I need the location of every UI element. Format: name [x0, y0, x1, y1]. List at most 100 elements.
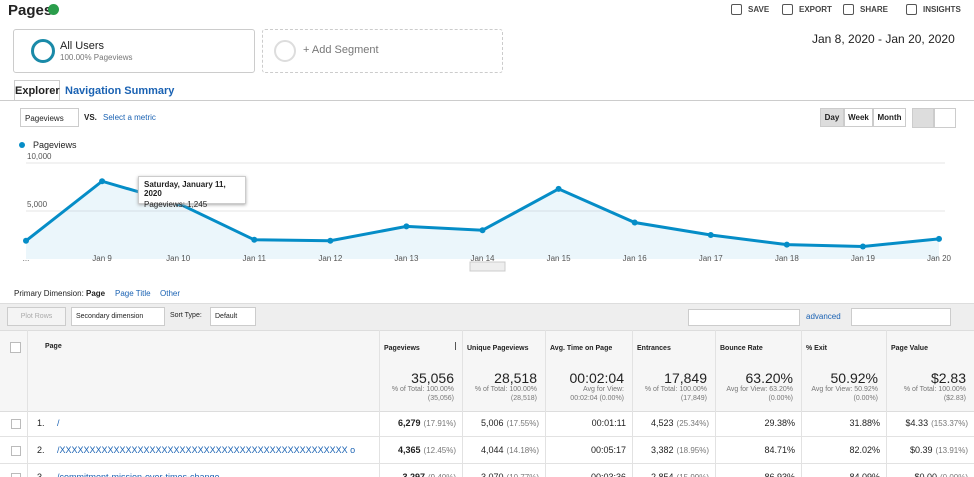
action-button[interactable]: SAVE	[748, 5, 770, 14]
row-cell: 00:01:11	[545, 418, 626, 428]
dimension-option[interactable]: Other	[160, 289, 181, 298]
secondary-label: Secondary dimension	[76, 313, 144, 320]
cell-share: (13.91%)	[935, 446, 968, 455]
row-cell: 6,279 (17.91%)	[379, 418, 456, 428]
cell-share: (18.95%)	[676, 446, 709, 455]
row-page[interactable]: /commitment-mission-over-times-change	[57, 472, 220, 477]
cell-share: (153.37%)	[931, 419, 968, 428]
action-button[interactable]: INSIGHTS	[923, 5, 961, 14]
column-header[interactable]: Page	[45, 343, 62, 350]
cell-share: (15.99%)	[677, 473, 709, 477]
cell-value: 29.38%	[764, 418, 795, 428]
row-cell: 84.71%	[715, 445, 795, 455]
point	[99, 178, 106, 185]
checkbox[interactable]	[10, 342, 21, 353]
cell-share: (25.34%)	[676, 419, 709, 428]
total-sub: 00:02:04 (0.00%)	[570, 395, 624, 402]
motion-chart-toggle[interactable]	[934, 108, 956, 128]
total-value: 50.92%	[830, 370, 878, 386]
segment-name: All Users	[60, 40, 105, 52]
sort-select[interactable]: Default	[210, 307, 256, 326]
action-icon	[843, 4, 854, 15]
period-button[interactable]: Month	[873, 108, 906, 127]
tooltip: Saturday, January 11, 2020 Pageviews: 1,…	[138, 176, 246, 209]
add-segment[interactable]: + Add Segment	[262, 29, 503, 73]
column-header[interactable]: Pageviews	[384, 345, 420, 352]
plot-rows[interactable]: Plot Rows	[7, 307, 66, 326]
cell-value: 84.71%	[764, 445, 795, 455]
area	[26, 181, 939, 259]
add-segment-label: + Add Segment	[303, 44, 379, 56]
row-cell: 86.93%	[715, 472, 795, 477]
cell-value: 4,044	[481, 445, 504, 455]
sort-arrow	[455, 342, 456, 350]
row-page[interactable]: /XXXXXXXXXXXXXXXXXXXXXXXXXXXXXXXXXXXXXXX…	[57, 445, 356, 455]
x-tick-label: Jan 12	[318, 254, 343, 263]
cell-value: 5,006	[481, 418, 504, 428]
segment-detail: 100.00% Pageviews	[60, 53, 133, 62]
checkbox[interactable]	[11, 446, 21, 456]
total-sub: % of Total: 100.00%	[903, 386, 966, 393]
cell-value: 3,297	[402, 472, 425, 477]
total-sub: (0.00%)	[853, 395, 878, 402]
tab[interactable]: Navigation Summary	[65, 85, 175, 97]
total-value: 00:02:04	[569, 370, 625, 386]
total-value: 35,056	[411, 370, 454, 386]
secondary-dimension[interactable]: Secondary dimension	[71, 307, 165, 326]
row-cell: 00:03:36	[545, 472, 626, 477]
column-header[interactable]: Unique Pageviews	[467, 345, 529, 352]
column-border	[27, 330, 28, 477]
segment-card[interactable]: All Users 100.00% Pageviews	[13, 29, 255, 73]
row-border	[0, 436, 974, 437]
dimension-active[interactable]: Page	[86, 289, 106, 298]
action-icon	[906, 4, 917, 15]
checkbox[interactable]	[11, 473, 21, 477]
row-page[interactable]: /	[57, 418, 60, 428]
period-button[interactable]: Day	[820, 108, 844, 127]
tab-active[interactable]: Explorer	[14, 80, 60, 101]
line-chart-toggle[interactable]	[912, 108, 934, 128]
cell-value: $0.39	[910, 445, 933, 455]
date-range[interactable]: Jan 8, 2020 - Jan 20, 2020	[812, 32, 955, 46]
action-icon	[782, 4, 793, 15]
checkbox[interactable]	[11, 419, 21, 429]
cell-value: 4,523	[651, 418, 674, 428]
search-box[interactable]	[688, 309, 800, 326]
column-header[interactable]: Avg. Time on Page	[550, 345, 613, 352]
x-tick-label: Jan 18	[775, 254, 800, 263]
column-header[interactable]: Bounce Rate	[720, 345, 763, 352]
select-metric[interactable]: Select a metric	[103, 113, 156, 122]
row-index: 1.	[37, 418, 45, 428]
row-cell: 2,854(15.99%)	[632, 472, 709, 477]
column-header[interactable]: Page Value	[891, 345, 928, 352]
view-toggles[interactable]	[851, 308, 951, 326]
cell-value: 6,279	[398, 418, 421, 428]
point	[859, 243, 866, 250]
action-button[interactable]: SHARE	[860, 5, 889, 14]
row-cell: 82.02%	[801, 445, 880, 455]
sort-label: Sort Type:	[170, 312, 202, 319]
advanced-link[interactable]: advanced	[806, 312, 841, 321]
x-tick-label: Jan 9	[92, 254, 112, 263]
dimension-option[interactable]: Page Title	[115, 289, 151, 298]
action-button[interactable]: EXPORT	[799, 5, 832, 14]
cell-value: 2,854	[651, 472, 674, 477]
tooltip-title: Saturday, January 11, 2020	[144, 180, 226, 198]
period-button[interactable]: Week	[844, 108, 873, 127]
cell-value: 3,070	[481, 472, 504, 477]
x-tick-label: Jan 13	[394, 254, 419, 263]
cell-value: 82.02%	[849, 445, 880, 455]
cell-value: $0.00	[914, 472, 937, 477]
metric-select[interactable]: Pageviews	[20, 108, 79, 127]
chart-handle	[469, 261, 506, 272]
column-header[interactable]: Entrances	[637, 345, 671, 352]
row-cell: 5,006 (17.55%)	[462, 418, 539, 428]
metric-label: Pageviews	[25, 114, 64, 123]
cell-share: (14.18%)	[506, 446, 539, 455]
column-header[interactable]: % Exit	[806, 345, 828, 352]
row-cell: 4,044 (14.18%)	[462, 445, 539, 455]
total-sub: (17,849)	[680, 395, 707, 402]
column-border	[462, 330, 463, 477]
cell-value: 86.93%	[764, 472, 795, 477]
